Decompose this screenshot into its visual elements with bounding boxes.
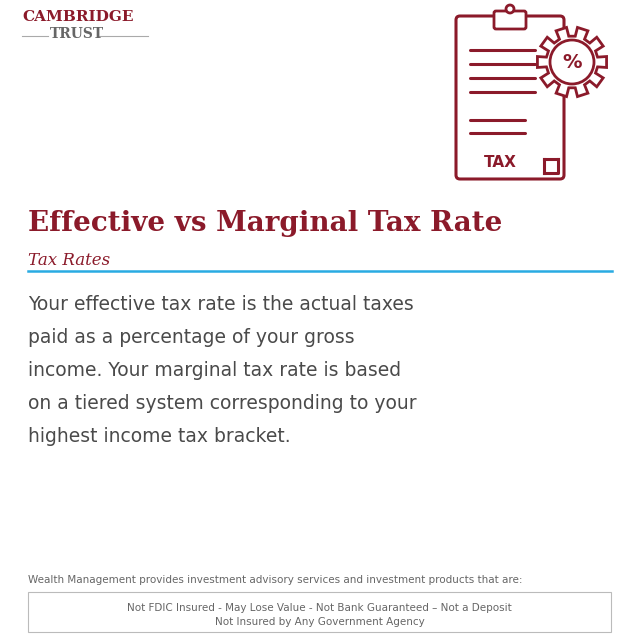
Text: Tax Rates: Tax Rates	[28, 252, 110, 269]
Text: Wealth Management provides investment advisory services and investment products : Wealth Management provides investment ad…	[28, 575, 523, 585]
Circle shape	[550, 40, 594, 84]
Text: CAMBRIDGE: CAMBRIDGE	[22, 10, 134, 24]
Text: TRUST: TRUST	[50, 27, 104, 41]
Text: %: %	[562, 52, 581, 72]
FancyBboxPatch shape	[494, 11, 526, 29]
Text: Your effective tax rate is the actual taxes: Your effective tax rate is the actual ta…	[28, 295, 413, 314]
Text: Not Insured by Any Government Agency: Not Insured by Any Government Agency	[215, 617, 424, 627]
Text: Effective vs Marginal Tax Rate: Effective vs Marginal Tax Rate	[28, 210, 502, 237]
Text: TAX: TAX	[484, 155, 516, 170]
FancyBboxPatch shape	[28, 592, 611, 632]
Polygon shape	[537, 27, 606, 96]
Text: Not FDIC Insured - May Lose Value - Not Bank Guaranteed – Not a Deposit: Not FDIC Insured - May Lose Value - Not …	[127, 603, 512, 613]
Circle shape	[506, 5, 514, 13]
Text: income. Your marginal tax rate is based: income. Your marginal tax rate is based	[28, 361, 401, 380]
Text: highest income tax bracket.: highest income tax bracket.	[28, 427, 291, 446]
Text: on a tiered system corresponding to your: on a tiered system corresponding to your	[28, 394, 417, 413]
Text: paid as a percentage of your gross: paid as a percentage of your gross	[28, 328, 355, 347]
FancyBboxPatch shape	[456, 16, 564, 179]
